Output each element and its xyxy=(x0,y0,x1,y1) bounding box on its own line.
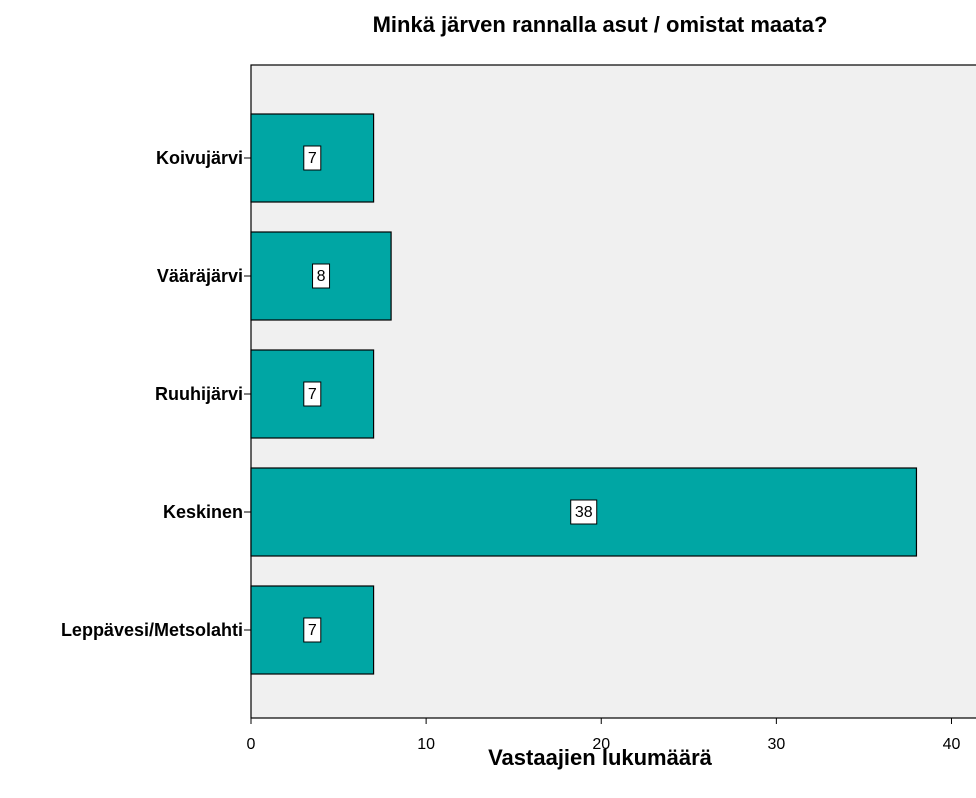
x-tick-label: 40 xyxy=(943,736,961,753)
chart-title: Minkä järven rannalla asut / omistat maa… xyxy=(373,12,828,37)
y-tick-label: Vääräjärvi xyxy=(157,266,243,286)
value-label: 38 xyxy=(575,504,593,521)
x-tick-label: 20 xyxy=(592,736,610,753)
y-tick-label: Leppävesi/Metsolahti xyxy=(61,620,243,640)
y-tick-label: Koivujärvi xyxy=(156,148,243,168)
value-label-box xyxy=(303,617,322,643)
value-label: 7 xyxy=(308,386,317,403)
value-label: 7 xyxy=(308,150,317,167)
value-label-box xyxy=(303,381,322,407)
value-label-box xyxy=(303,145,322,171)
value-label-box xyxy=(312,263,331,289)
y-tick-label: Ruuhijärvi xyxy=(155,384,243,404)
y-tick-label: Keskinen xyxy=(163,502,243,522)
value-label: 7 xyxy=(308,622,317,639)
x-axis-label: Vastaajien lukumäärä xyxy=(488,745,713,770)
value-label: 8 xyxy=(317,268,326,285)
x-tick-label: 0 xyxy=(247,736,256,753)
x-tick-label: 30 xyxy=(767,736,785,753)
value-label-box xyxy=(570,499,598,525)
x-tick-label: 10 xyxy=(417,736,435,753)
